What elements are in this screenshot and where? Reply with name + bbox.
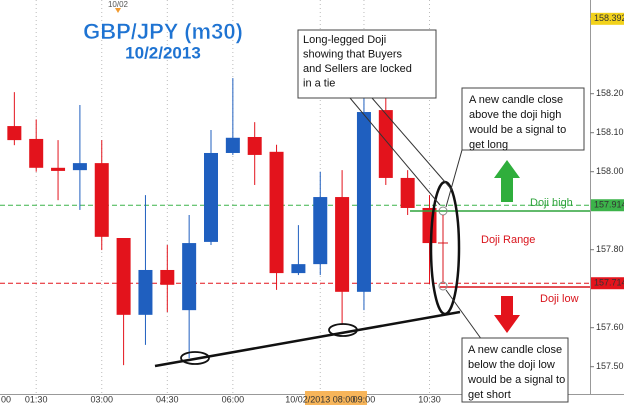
- chart-subtitle: 10/2/2013: [125, 43, 201, 62]
- candle-body: [335, 197, 350, 292]
- level-label: 157.714: [594, 278, 624, 288]
- candle-body: [94, 163, 109, 237]
- x-tick-label: 01:30: [25, 394, 48, 404]
- x-tick-label: 04:30: [156, 394, 179, 404]
- note-line: would be a signal to: [468, 124, 566, 136]
- note-line: get short: [468, 389, 511, 401]
- highlight-date: [305, 391, 367, 405]
- x-tick-label: 00: [1, 394, 11, 404]
- notes: Long-legged Doji showing that Buyers and S…: [303, 34, 566, 401]
- level-tag: [591, 277, 624, 290]
- doji-low-label: Doji low: [540, 293, 579, 305]
- level-tag: [591, 199, 624, 212]
- y-tick-label: 157.50: [596, 361, 624, 371]
- date-marker: 10/02: [108, 0, 129, 9]
- note-line: Long-legged Doji: [303, 34, 386, 46]
- short-note-box: [461, 337, 569, 403]
- candle-body: [400, 177, 415, 208]
- note-line: in a tie: [303, 77, 335, 89]
- x-tick-label: 10/02/2013 08:00: [285, 394, 355, 404]
- candle-body: [204, 152, 218, 242]
- candle-body: [291, 264, 306, 274]
- trendline: [154, 310, 461, 368]
- candle-body: [116, 238, 131, 315]
- level-label: 158.392: [594, 13, 624, 23]
- note-line: A new candle close: [469, 94, 563, 106]
- candle-body: [7, 126, 22, 141]
- candle-body: [356, 112, 371, 292]
- x-tick-label: 10:30: [418, 394, 441, 404]
- candle-body: [225, 137, 240, 153]
- candle-body: [269, 151, 284, 274]
- touch-ellipse: [180, 351, 210, 365]
- callout-box: [297, 29, 437, 99]
- note-line: A new candle close: [468, 344, 562, 356]
- note-line: below the doji low: [468, 359, 555, 371]
- note-pointer: [445, 289, 483, 341]
- candle-body: [313, 197, 328, 265]
- y-tick-label: 157.80: [596, 244, 624, 254]
- doji-range-label: Doji Range: [481, 234, 535, 246]
- y-tick-label: 158.00: [596, 166, 624, 176]
- note-line: showing that Buyers: [303, 48, 403, 60]
- note-line: and Sellers are locked: [303, 63, 412, 75]
- candle-body: [182, 243, 197, 311]
- candles: [7, 60, 437, 366]
- note-line: above the doji high: [469, 109, 561, 121]
- callout-pointer: [371, 97, 453, 191]
- candle-body: [247, 136, 262, 155]
- y-tick-label: 158.10: [596, 127, 624, 137]
- note-pointer: [445, 149, 463, 208]
- level-tag: [591, 12, 624, 25]
- long-arrow: [494, 160, 520, 202]
- candle-body: [378, 110, 393, 178]
- x-tick-label: 03:00: [90, 394, 113, 404]
- x-tick-label: 06:00: [222, 394, 245, 404]
- date-marker-arrow: [115, 8, 121, 13]
- level-label: 157.914: [594, 200, 624, 210]
- touch-ellipse: [328, 323, 358, 337]
- candle-body: [422, 207, 437, 244]
- candle-body: [72, 163, 87, 171]
- x-tick-label: 09:00: [353, 394, 376, 404]
- y-tick-label: 158.20: [596, 88, 624, 98]
- note-line: get long: [469, 139, 508, 151]
- short-arrow: [494, 296, 520, 333]
- candle-body: [160, 269, 175, 285]
- chart-title: GBP/JPY (m30): [83, 19, 243, 44]
- doji-high-label: Doji high: [530, 197, 573, 209]
- note-line: would be a signal to: [467, 374, 565, 386]
- y-tick-label: 157.60: [596, 322, 624, 332]
- callout-pointer: [349, 97, 441, 206]
- candle-body: [29, 138, 44, 168]
- long-note-box: [461, 87, 585, 151]
- candle-body: [51, 167, 66, 171]
- candle-body: [138, 269, 153, 315]
